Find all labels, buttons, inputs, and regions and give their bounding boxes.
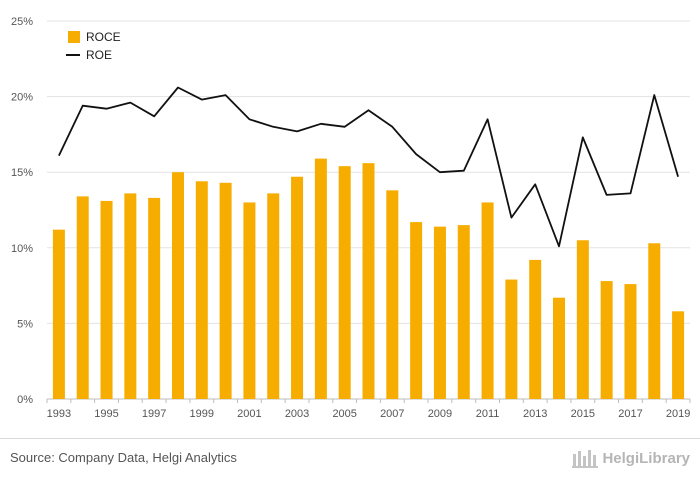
- roce-roe-chart: 0% 5% 10% 15% 20% 25% 1993 1995 1997 1999 2001 200…: [11, 16, 691, 420]
- x-tick-label: 2005: [332, 408, 356, 420]
- roce-bar: [386, 190, 399, 399]
- roce-bars: [52, 158, 685, 399]
- roce-bar: [243, 202, 256, 399]
- x-tick-label: 2019: [666, 408, 690, 420]
- library-icon: [572, 450, 599, 468]
- roce-bar: [362, 163, 375, 399]
- x-tick-label: 2003: [285, 408, 309, 420]
- legend-roe-label: ROE: [86, 48, 112, 62]
- roce-bar: [291, 176, 304, 399]
- x-axis-ticks: 1993 1995 1997 1999 2001 2003 2005 2007 2009 2011…: [46, 399, 691, 420]
- roe-line: [58, 86, 679, 248]
- roce-bar: [505, 279, 518, 399]
- roce-bar: [100, 200, 113, 399]
- roce-bar: [148, 197, 161, 399]
- roe-line-group: [58, 86, 679, 248]
- roce-bar: [672, 311, 685, 399]
- x-tick-label: 2001: [237, 408, 261, 420]
- roce-bar: [433, 226, 446, 399]
- roce-bar: [76, 196, 89, 399]
- y-tick-label: 10%: [11, 243, 33, 255]
- roce-bar: [553, 297, 566, 399]
- roce-bar: [338, 166, 351, 399]
- roce-bar: [124, 193, 137, 399]
- roce-bar: [529, 259, 542, 399]
- brand-logo[interactable]: HelgiLibrary: [572, 446, 690, 470]
- footer-divider: [0, 438, 700, 439]
- roce-bar: [314, 158, 327, 399]
- roce-bar: [171, 172, 184, 399]
- roce-bar: [267, 193, 280, 399]
- x-tick-label: 2015: [571, 408, 595, 420]
- roce-bar: [410, 222, 423, 399]
- roce-bar: [648, 243, 661, 399]
- y-tick-label: 15%: [11, 167, 33, 179]
- x-tick-label: 2011: [476, 408, 500, 420]
- roce-bar: [624, 284, 637, 399]
- y-tick-label: 5%: [17, 318, 33, 330]
- roce-bar: [600, 281, 613, 399]
- roce-bar: [576, 240, 589, 399]
- y-tick-label: 25%: [11, 16, 33, 28]
- legend-roce-swatch: [68, 31, 80, 43]
- brand-name: HelgiLibrary: [602, 449, 690, 467]
- x-tick-label: 2007: [380, 408, 404, 420]
- roce-bar: [481, 202, 494, 399]
- roce-bar: [52, 229, 65, 399]
- x-tick-label: 2017: [618, 408, 642, 420]
- x-tick-label: 1995: [94, 408, 118, 420]
- roce-bar: [457, 225, 470, 399]
- x-tick-label: 2013: [523, 408, 547, 420]
- y-tick-label: 20%: [11, 92, 33, 104]
- legend-roce-label: ROCE: [86, 30, 121, 44]
- x-tick-label: 1993: [47, 408, 71, 420]
- source-note: Source: Company Data, Helgi Analytics: [10, 450, 237, 465]
- y-tick-label: 0%: [17, 394, 33, 406]
- x-tick-label: 2009: [428, 408, 452, 420]
- x-tick-label: 1997: [142, 408, 166, 420]
- x-tick-label: 1999: [190, 408, 214, 420]
- legend: ROCE ROE: [66, 30, 121, 62]
- roce-bar: [195, 181, 208, 399]
- y-axis-ticks: 0% 5% 10% 15% 20% 25%: [11, 16, 33, 406]
- roce-bar: [219, 182, 232, 399]
